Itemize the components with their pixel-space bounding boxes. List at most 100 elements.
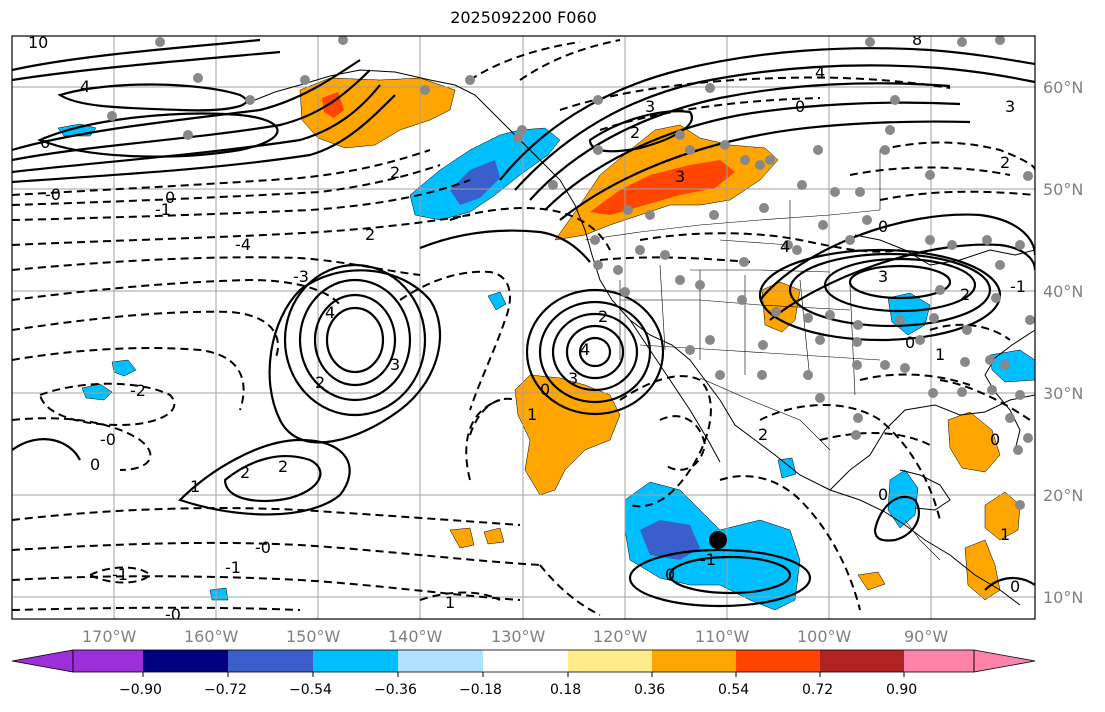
contour-label: 0 <box>540 380 550 399</box>
lat-label: 30°N <box>1043 384 1084 403</box>
lat-label: 10°N <box>1043 588 1084 607</box>
contour-label: 0 <box>878 217 888 236</box>
colorbar-tick-label: 0.90 <box>886 682 918 698</box>
colorbar-tick-label: −0.72 <box>204 682 247 698</box>
contour-label: 0 <box>795 97 805 116</box>
map-frame <box>11 35 1036 620</box>
contour-label: -0 <box>255 538 271 557</box>
contour-label: 1 <box>935 345 945 364</box>
contour-label: 1 <box>445 593 455 612</box>
coastlines <box>254 69 1035 606</box>
contour-label: 0 <box>878 485 888 504</box>
lon-label: 160°W <box>184 627 239 646</box>
lon-label: 120°W <box>593 627 648 646</box>
plot-title: 2025092200 F060 <box>450 8 597 27</box>
lat-label: 40°N <box>1043 282 1084 301</box>
contour-label: 2 <box>315 373 325 392</box>
contour-label: -2 <box>130 381 146 400</box>
colorbar-swatch <box>228 650 313 672</box>
colorbar-swatch <box>736 650 820 672</box>
colorbar-high-arrow <box>973 649 1036 673</box>
lon-label: 100°W <box>797 627 852 646</box>
colorbar-swatch <box>568 650 652 672</box>
contour-label: 2 <box>630 123 640 142</box>
colorbar-tick-label: 0.18 <box>550 682 582 698</box>
contour-label: 2 <box>365 225 375 244</box>
colorbar-swatch <box>904 650 974 672</box>
contour-label: 10 <box>28 33 48 52</box>
lat-label: 60°N <box>1043 78 1084 97</box>
contour-label: 3 <box>390 355 400 374</box>
contour-label: 4 <box>580 340 590 359</box>
colorbar-swatch <box>313 650 398 672</box>
lat-label: 20°N <box>1043 486 1084 505</box>
colorbar-tick-label: −0.18 <box>459 682 502 698</box>
contour-label: -0 <box>165 605 181 624</box>
contour-label: 4 <box>325 303 335 322</box>
colorbar-tick-label: 0.54 <box>718 682 750 698</box>
solid-contours <box>12 38 1035 608</box>
colorbar-swatch <box>398 650 483 672</box>
map-area: 10 4 6 -0 -4 -2 -0 0 1 2 2 -0 -1 -1 -0 4… <box>12 30 1035 624</box>
contour-label: -0 <box>45 185 61 204</box>
contour-label: 4 <box>780 237 790 256</box>
station-markers <box>107 36 1035 510</box>
contour-label: -3 <box>293 267 309 286</box>
contour-label: 3 <box>878 267 888 286</box>
lon-label: 110°W <box>695 627 750 646</box>
contour-label: 3 <box>1005 97 1015 116</box>
contour-label: 3 <box>645 97 655 116</box>
contour-label: 0 <box>90 455 100 474</box>
contour-label: 6 <box>40 133 50 152</box>
lon-label: 130°W <box>491 627 546 646</box>
contour-label: 0 <box>665 565 675 584</box>
storm-center-marker <box>709 531 727 549</box>
lon-label: 90°W <box>904 627 949 646</box>
lat-label: 50°N <box>1043 180 1084 199</box>
contour-label: -1 <box>1010 277 1026 296</box>
contour-label: 0 <box>990 430 1000 449</box>
colorbar-swatch <box>483 650 568 672</box>
contour-label: -1 <box>225 558 241 577</box>
contour-label: -1 <box>700 550 716 569</box>
shaded-anomalies <box>57 77 1035 611</box>
lon-label: 150°W <box>286 627 341 646</box>
contour-label: 0 <box>1010 577 1020 596</box>
colorbar-tick-label: 0.36 <box>634 682 666 698</box>
colorbar-swatch <box>73 650 143 672</box>
contour-label: 0 <box>165 188 175 207</box>
contour-label: 2 <box>758 425 768 444</box>
contour-label: 1 <box>190 477 200 496</box>
contour-label: -1 <box>155 200 171 219</box>
colorbar-tick-label: 0.72 <box>802 682 834 698</box>
contour-label: 0 <box>905 333 915 352</box>
lon-label: 170°W <box>82 627 137 646</box>
colorbar-swatch <box>652 650 736 672</box>
contour-label: -0 <box>100 430 116 449</box>
contour-label: 2 <box>598 307 608 326</box>
dashed-contours <box>12 39 1035 616</box>
contour-label-group: 10 4 6 -0 -4 -2 -0 0 1 2 2 -0 -1 -1 -0 4… <box>28 30 1026 624</box>
contour-label: 4 <box>815 63 825 82</box>
colorbar-swatch <box>143 650 228 672</box>
colorbar-low-arrow <box>11 649 74 673</box>
contour-label: 2 <box>278 457 288 476</box>
colorbar <box>11 649 1036 677</box>
contour-label: 2 <box>1000 153 1010 172</box>
contour-label: 1 <box>527 405 537 424</box>
contour-label: 2 <box>390 163 400 182</box>
colorbar-tick-label: −0.90 <box>119 682 162 698</box>
colorbar-swatch <box>820 650 904 672</box>
colorbar-tick-label: −0.36 <box>374 682 417 698</box>
lon-label: 140°W <box>388 627 443 646</box>
contour-label: -1 <box>112 565 128 584</box>
contour-label: 3 <box>675 167 685 186</box>
contour-label: -4 <box>235 235 251 254</box>
contour-label: 2 <box>960 285 970 304</box>
contour-label: 1 <box>1000 525 1010 544</box>
contour-label: 8 <box>912 30 922 49</box>
colorbar-tick-label: −0.54 <box>289 682 332 698</box>
contour-label: 3 <box>568 369 578 388</box>
contour-label: 4 <box>80 77 90 96</box>
